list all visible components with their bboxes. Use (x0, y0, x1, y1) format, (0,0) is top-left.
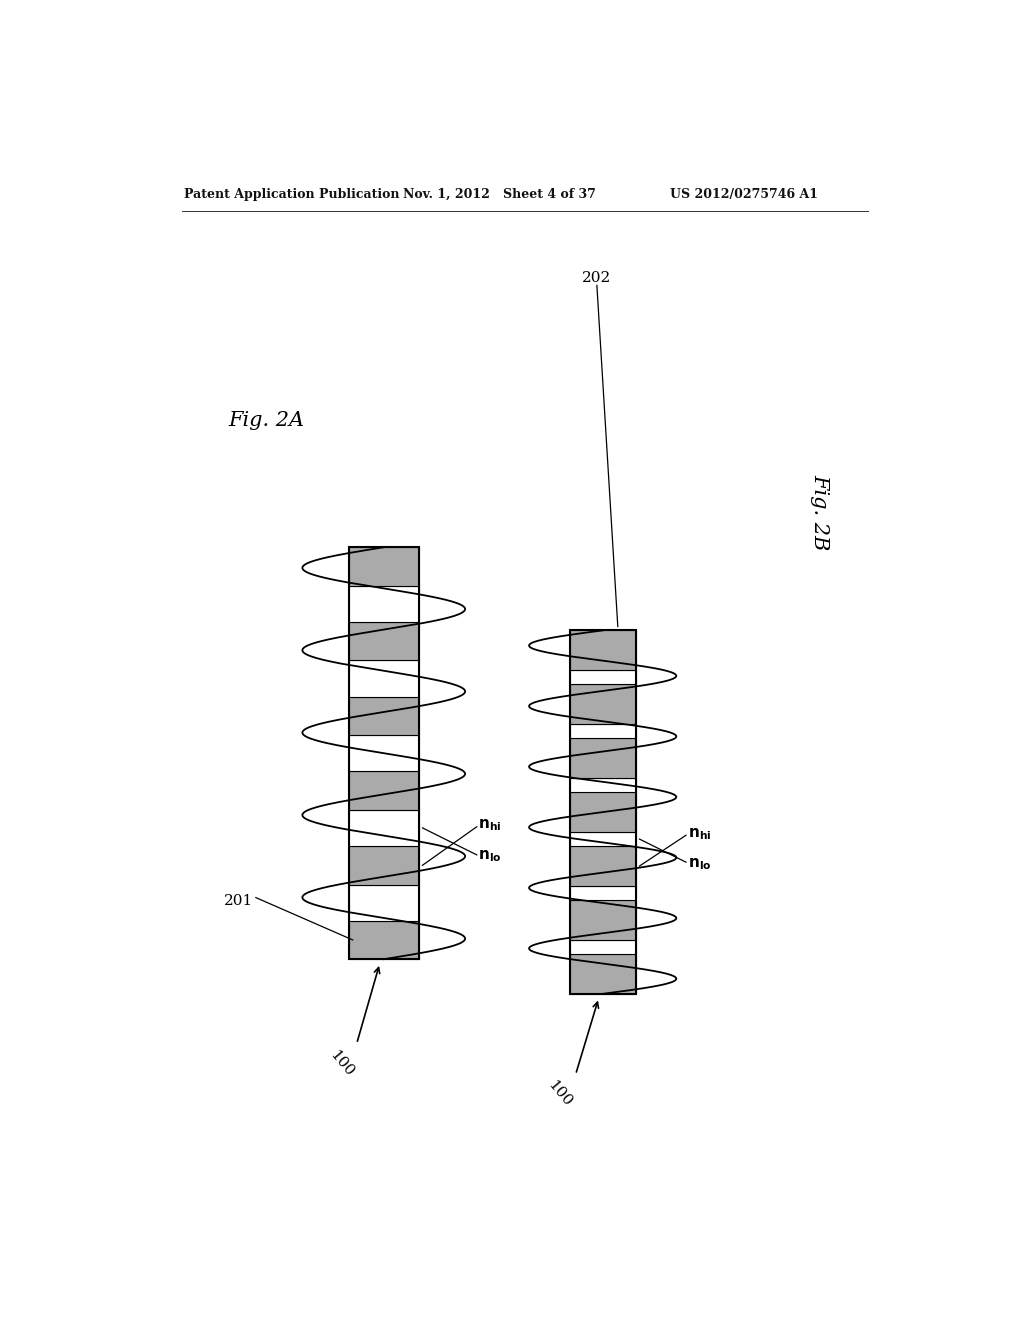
Bar (349, 846, 419, 884)
Bar (349, 622, 419, 660)
Bar (349, 660, 419, 697)
Bar (349, 586, 419, 622)
Text: Fig. 2A: Fig. 2A (228, 411, 305, 430)
Bar (569, 671, 636, 684)
Bar (569, 684, 636, 725)
Bar (569, 954, 636, 994)
Bar (569, 846, 636, 886)
Bar (349, 921, 419, 960)
Text: US 2012/0275746 A1: US 2012/0275746 A1 (671, 187, 818, 201)
Bar (569, 725, 636, 738)
Bar (349, 697, 419, 735)
Bar (349, 884, 419, 921)
Bar (569, 900, 636, 940)
Bar (569, 832, 636, 846)
Bar (569, 738, 636, 779)
Bar (569, 631, 636, 671)
Text: $\mathbf{n}_{\mathbf{lo}}$: $\mathbf{n}_{\mathbf{lo}}$ (687, 855, 711, 871)
Text: $\mathbf{n}_{\mathbf{lo}}$: $\mathbf{n}_{\mathbf{lo}}$ (478, 849, 502, 865)
Text: $\mathbf{n}_{\mathbf{hi}}$: $\mathbf{n}_{\mathbf{hi}}$ (478, 817, 502, 833)
Bar (569, 940, 636, 954)
Text: Fig. 2B: Fig. 2B (810, 474, 829, 550)
Bar (569, 631, 636, 994)
Bar (569, 779, 636, 792)
Text: 100: 100 (327, 1048, 356, 1078)
Bar (349, 548, 419, 586)
Bar (349, 735, 419, 771)
Text: 201: 201 (224, 895, 254, 908)
Text: Patent Application Publication: Patent Application Publication (183, 187, 399, 201)
Bar (349, 548, 419, 960)
Text: Nov. 1, 2012   Sheet 4 of 37: Nov. 1, 2012 Sheet 4 of 37 (403, 187, 596, 201)
Bar (569, 886, 636, 900)
Bar (569, 792, 636, 832)
Text: 100: 100 (546, 1078, 574, 1110)
Bar (349, 771, 419, 810)
Bar (349, 810, 419, 846)
Text: 202: 202 (583, 271, 611, 285)
Text: $\mathbf{n}_{\mathbf{hi}}$: $\mathbf{n}_{\mathbf{hi}}$ (687, 826, 711, 842)
